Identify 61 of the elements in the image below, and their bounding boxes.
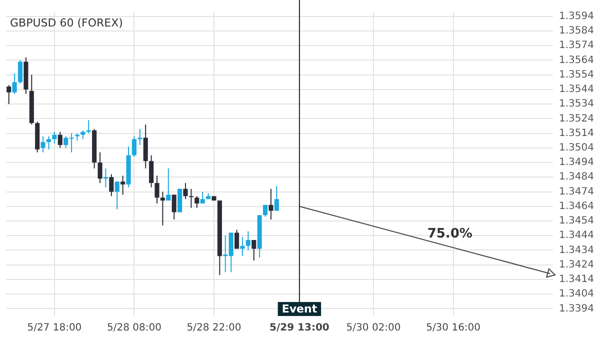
y-tick-label: 1.3444 [559,230,594,242]
candlestick [18,60,23,84]
candlestick [154,175,160,204]
y-tick-label: 1.3514 [559,128,594,139]
y-tick-label: 1.3484 [559,172,594,183]
candlestick [132,136,136,158]
y-tick-label: 1.3574 [559,40,594,52]
y-tick-label: 1.3434 [559,244,594,256]
y-tick-label: 1.3544 [559,84,594,96]
y-tick-label: 1.3424 [559,259,594,270]
y-tick-label: 1.3564 [559,54,594,66]
y-tick-label: 1.3584 [559,26,594,37]
candlestick [166,168,171,202]
candlestick [183,182,188,200]
candlestick [143,124,148,169]
candlestick [194,196,200,208]
y-tick-label: 1.3494 [559,157,594,168]
candlestick [98,152,102,184]
candlestick [58,131,62,148]
y-tick-label: 1.3454 [559,216,594,227]
candlestick [120,175,126,196]
candlestick [103,168,108,188]
y-tick-label: 1.3464 [559,200,594,212]
candlestick [138,128,142,146]
annotation: 75.0% [427,226,472,242]
ref-line-label: Event [282,302,318,316]
x-tick-label: 5/29 13:00 [270,322,330,334]
x-tick-label: 5/28 22:00 [186,322,242,334]
candlestick [200,191,205,204]
candlestick [40,136,46,153]
candlestick [6,84,12,105]
chart-title: GBPUSD 60 (FOREX) [10,16,123,30]
y-tick-label: 1.3534 [559,98,594,110]
candlestick [240,236,245,257]
candlestick [172,194,176,220]
y-tick-label: 1.3394 [559,303,594,314]
candlestick [246,230,250,251]
candlestick [46,136,52,150]
y-tick-label: 1.3404 [559,288,594,300]
x-tick-label: 5/30 02:00 [346,322,401,334]
y-tick-label: 1.3524 [559,113,594,124]
candlestick [149,154,154,188]
y-tick-label: 1.3594 [559,10,594,22]
candlestick [274,185,279,212]
candlestick [234,229,240,250]
candlestick [188,188,194,208]
x-tick-label: 5/30 16:00 [426,322,481,334]
candlestick [109,174,114,197]
x-tick-label: 5/27 18:00 [27,322,82,334]
y-tick-label: 1.3414 [559,274,594,286]
candlestick [160,191,165,226]
y-tick-label: 1.3504 [559,142,594,154]
candlestick [52,131,57,144]
candlestick [252,240,256,261]
candlestick [268,188,274,220]
candlestick [114,181,120,210]
candlestick [12,72,17,94]
candlestick [86,120,91,134]
y-tick-label: 1.3474 [559,186,594,198]
x-tick-label: 5/28 08:00 [106,322,162,334]
y-tick-label: 1.3554 [559,69,594,80]
